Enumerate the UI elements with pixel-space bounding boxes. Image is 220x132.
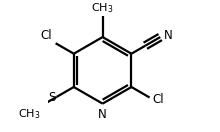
Text: Cl: Cl — [153, 93, 164, 106]
Text: S: S — [48, 91, 55, 104]
Text: CH$_3$: CH$_3$ — [18, 107, 40, 121]
Text: N: N — [164, 29, 173, 42]
Text: N: N — [98, 108, 107, 121]
Text: CH$_3$: CH$_3$ — [91, 1, 114, 15]
Text: Cl: Cl — [40, 29, 52, 42]
